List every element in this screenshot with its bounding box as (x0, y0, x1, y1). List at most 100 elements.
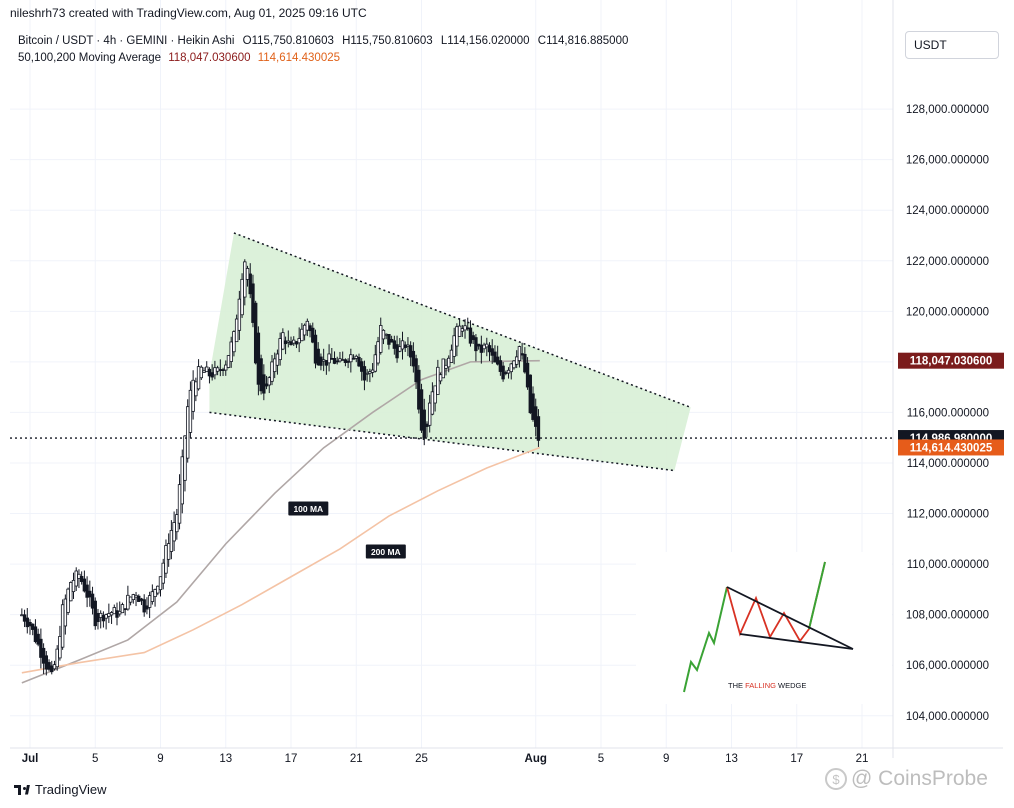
candle-down (41, 647, 46, 664)
price-tick-label: 108,000.000000 (906, 610, 989, 622)
candle-up (55, 648, 59, 668)
price-tick-label: 114,000.000000 (907, 458, 989, 470)
wedge-lower-line (209, 411, 675, 472)
candle-up (327, 353, 331, 364)
candle-up (107, 613, 111, 617)
candle-down (536, 416, 541, 441)
inset-caption-highlight: FALLING (745, 681, 776, 690)
candle-down (262, 374, 266, 394)
candle-down (504, 372, 508, 374)
time-tick-label: 21 (350, 753, 363, 765)
candle-up (427, 402, 432, 426)
candle-up (202, 370, 206, 373)
candle-down (88, 590, 92, 598)
candle-down (308, 325, 312, 332)
inset-zigzag (726, 561, 826, 643)
candle-down (31, 623, 35, 630)
candle-up (457, 325, 462, 337)
candle-down (289, 341, 293, 346)
candle-up (161, 562, 165, 584)
ma-tag-bg (365, 544, 406, 559)
candle-up (237, 298, 242, 331)
candle-up (147, 595, 152, 608)
inset-uptrend (683, 586, 728, 693)
low-value: L114,156.020000 (440, 35, 530, 47)
falling-wedge-inset: THE FALLING WEDGE (636, 552, 892, 704)
candle-down (520, 353, 524, 356)
candle-up (69, 582, 73, 602)
candle-down (82, 578, 87, 592)
candle-down (36, 633, 40, 645)
candle-up (482, 344, 486, 350)
candle-down (283, 340, 288, 345)
time-axis[interactable]: Jul 5 9 13 17 21 25 Aug 5 9 13 17 21 (10, 747, 1003, 765)
candle-down (313, 334, 318, 364)
candle-down (93, 600, 97, 627)
ma-tag-label: 200 MA (371, 547, 401, 557)
candle-up (368, 371, 372, 374)
candle-down (389, 338, 394, 343)
currency-button[interactable]: USDT (905, 31, 999, 59)
candle-up (120, 604, 125, 614)
candle-up (273, 358, 277, 373)
open-value: O115,750.810603 (242, 35, 334, 47)
price-tick-label: 124,000.000000 (906, 205, 989, 217)
candle-up (444, 364, 448, 369)
candle-up (376, 341, 380, 364)
candle-up (188, 389, 193, 433)
candle-down (330, 357, 334, 360)
time-tick-label: 5 (92, 753, 98, 765)
candle-down (357, 356, 361, 367)
candle-down (22, 614, 27, 622)
candle-down (531, 393, 535, 420)
candle-up (441, 358, 445, 379)
candle-up (438, 374, 443, 382)
inset-caption-prefix: THE (728, 681, 745, 690)
candle-up (199, 366, 203, 379)
price-axis[interactable]: 104,000.000000 106,000.000000 108,000.0000… (892, 0, 989, 758)
candle-up (300, 328, 304, 342)
candle-down (476, 343, 481, 347)
ma-legend: 50,100,200 Moving Average 118,047.030600… (18, 52, 340, 64)
candle-down (335, 360, 339, 363)
candle-up (183, 435, 187, 481)
candle-up (66, 588, 70, 613)
inset-bg (636, 552, 892, 704)
candle-up (485, 343, 489, 348)
wedge-upper-line (233, 232, 691, 409)
candle-up (406, 344, 410, 347)
candle-up (297, 338, 301, 344)
candle-up (112, 607, 116, 615)
candle-down (332, 358, 337, 364)
candle-down (395, 344, 399, 359)
ma-200-line (21, 446, 541, 674)
candle-up (365, 372, 369, 375)
candle-down (101, 615, 106, 622)
author-line: nileshrh73 created with TradingView.com,… (10, 6, 367, 20)
candle-up (400, 340, 405, 350)
price-tick-label: 106,000.000000 (906, 660, 989, 672)
ma-value-2: 114,614.430025 (257, 52, 341, 64)
candle-down (259, 358, 263, 392)
candle-down (123, 608, 127, 611)
candle-down (360, 361, 364, 372)
close-value: C114,816.885000 (537, 35, 629, 47)
tradingview-brand: TradingView (14, 782, 107, 797)
candle-up (321, 359, 326, 362)
candle-up (74, 570, 78, 587)
candlesticks[interactable] (20, 259, 541, 676)
candle-down (471, 335, 475, 340)
time-tick-label: 13 (725, 753, 738, 765)
candle-down (414, 358, 418, 383)
candle-down (311, 327, 315, 343)
candle-up (196, 366, 201, 390)
candle-down (362, 366, 367, 381)
time-tick-label: 9 (663, 753, 669, 765)
candle-down (85, 584, 89, 598)
candle-up (166, 543, 171, 560)
candle-up (267, 377, 271, 386)
candle-down (145, 605, 149, 610)
inset-caption-suffix: WEDGE (776, 681, 806, 690)
candle-up (158, 576, 163, 591)
